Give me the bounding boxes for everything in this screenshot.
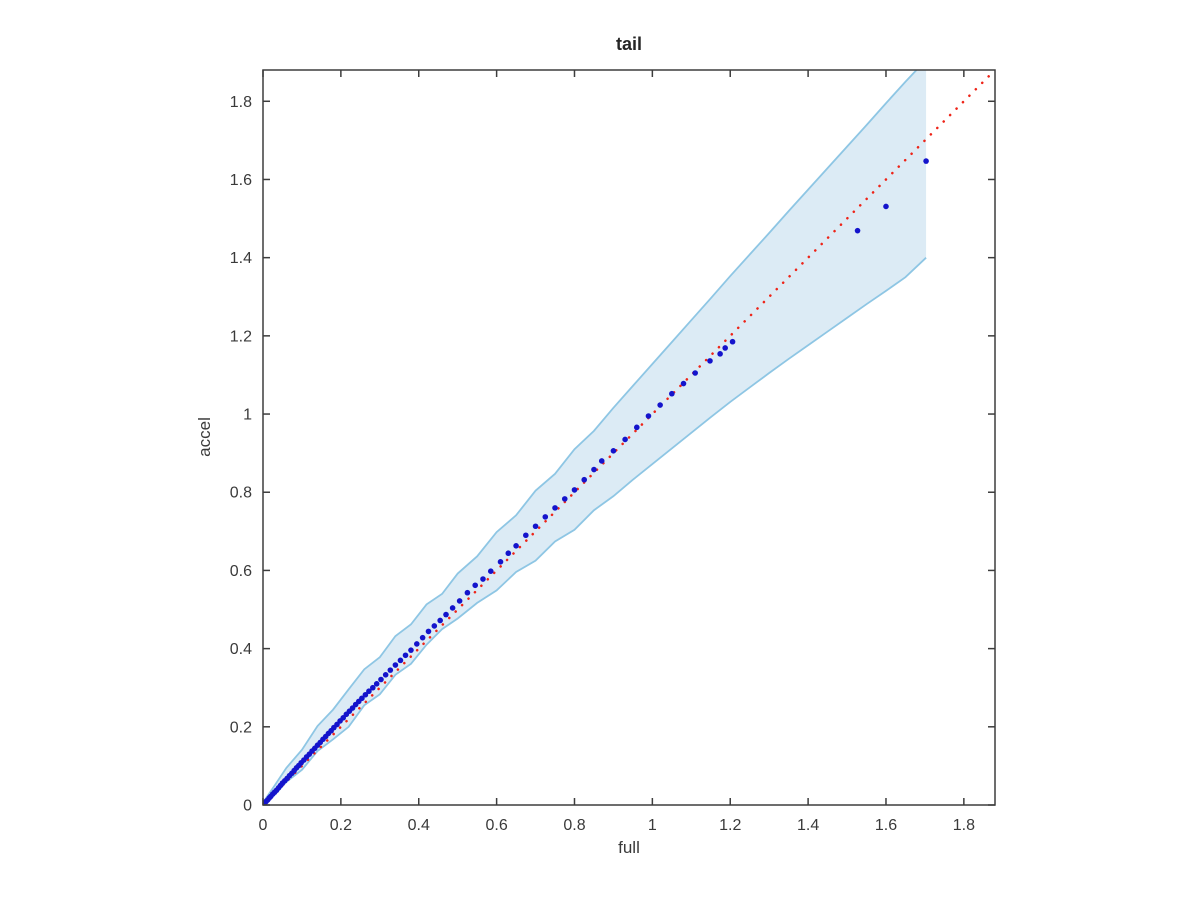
band-upper-edge — [263, 70, 918, 804]
svg-text:0.8: 0.8 — [230, 485, 252, 502]
svg-text:1.6: 1.6 — [875, 817, 897, 834]
svg-text:1.8: 1.8 — [230, 94, 252, 111]
svg-text:1.4: 1.4 — [797, 817, 819, 834]
svg-text:1.2: 1.2 — [719, 817, 741, 834]
svg-text:0.6: 0.6 — [230, 563, 252, 580]
svg-text:0: 0 — [259, 817, 268, 834]
svg-text:0.4: 0.4 — [230, 641, 252, 658]
svg-text:1.6: 1.6 — [230, 172, 252, 189]
svg-text:1.2: 1.2 — [230, 328, 252, 345]
svg-text:1.4: 1.4 — [230, 250, 252, 267]
tick-labels: 0 0.2 0.4 0.6 0.8 1 1.2 1.4 1.6 1.8 0 0.2 0.4 0.6 0.8 1… — [230, 94, 975, 834]
svg-text:0.8: 0.8 — [563, 817, 585, 834]
svg-text:1: 1 — [243, 407, 252, 424]
axes-box — [262, 69, 996, 806]
svg-text:0: 0 — [243, 798, 252, 815]
chart-title: tail — [615, 34, 642, 54]
quantile-scatter-points — [263, 158, 929, 805]
identity-reference-line — [263, 70, 995, 805]
svg-text:0.4: 0.4 — [408, 817, 430, 834]
y-axis-label: accel — [195, 417, 214, 457]
svg-text:1.8: 1.8 — [953, 817, 975, 834]
band-lower-edge — [263, 257, 927, 805]
x-axis-label: full — [618, 838, 640, 857]
svg-text:0.2: 0.2 — [330, 817, 352, 834]
confidence-band — [263, 70, 927, 805]
svg-text:1: 1 — [648, 817, 657, 834]
svg-text:0.2: 0.2 — [230, 719, 252, 736]
svg-text:0.6: 0.6 — [485, 817, 507, 834]
